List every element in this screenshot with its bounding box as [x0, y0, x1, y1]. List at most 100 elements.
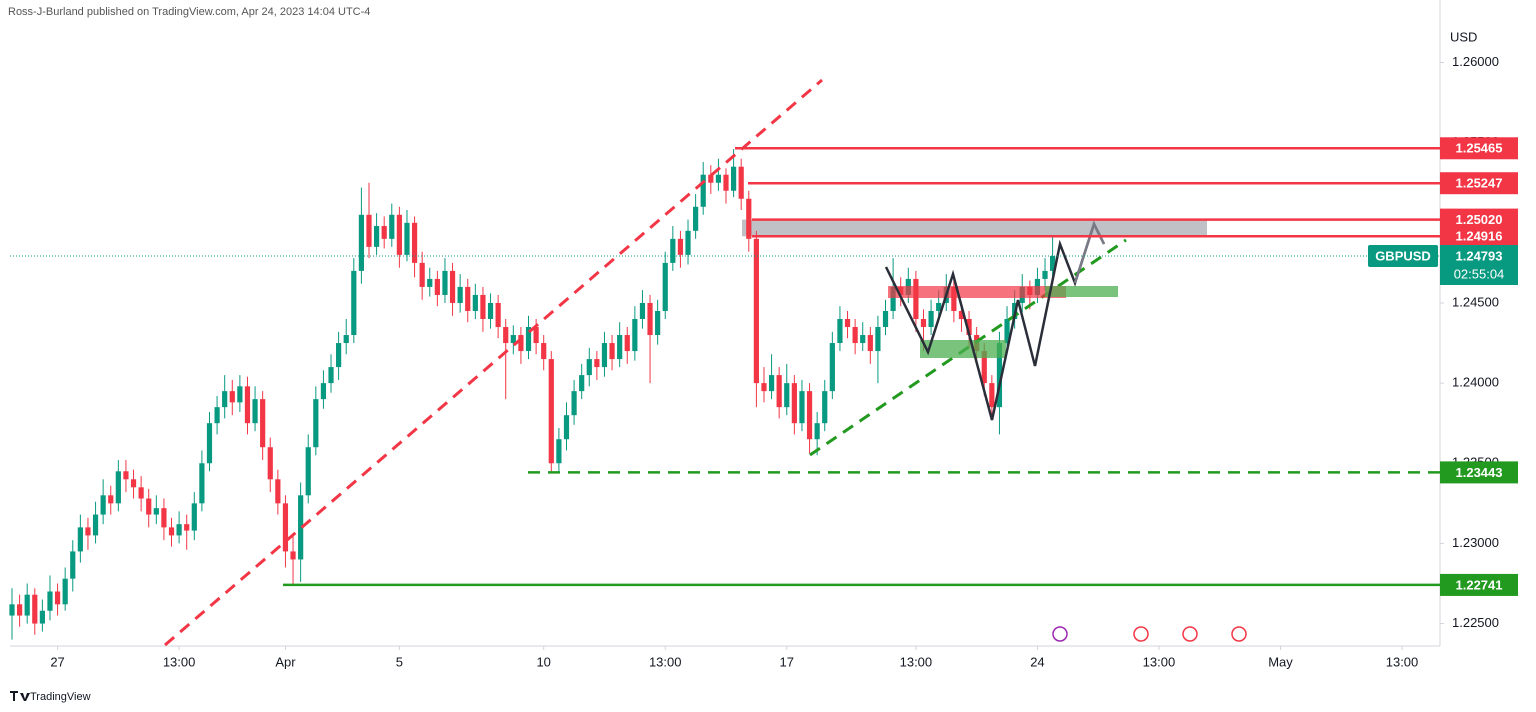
- candle-body: [138, 487, 144, 499]
- last-price-label: 1.24793: [1456, 248, 1503, 263]
- candle-body: [70, 551, 76, 579]
- level-label: 1.22741: [1456, 577, 1503, 592]
- level-tag: [1440, 573, 1518, 596]
- candle-body: [351, 270, 357, 336]
- candle-body: [875, 327, 881, 352]
- candle-body: [77, 527, 83, 552]
- candle-body: [39, 610, 45, 624]
- level-tag: [1440, 137, 1518, 160]
- candle-body: [768, 375, 775, 392]
- level-tag: [1440, 225, 1518, 248]
- level-tag: [1440, 172, 1518, 195]
- candle-body: [594, 359, 600, 368]
- candle-body: [533, 327, 539, 344]
- candle-body: [85, 527, 91, 536]
- candle-body: [411, 222, 418, 263]
- x-tick-label: 24: [1030, 654, 1044, 669]
- candle-body: [958, 310, 965, 319]
- candle-body: [639, 302, 646, 319]
- event-icon: [1182, 626, 1198, 642]
- candle-body: [518, 335, 524, 352]
- candle-body: [753, 238, 759, 384]
- candle-body: [837, 318, 843, 344]
- candle-body: [290, 551, 296, 560]
- candle-body: [700, 174, 706, 207]
- supply-zone: [888, 286, 1066, 298]
- candle-body: [806, 391, 813, 440]
- candle-body: [723, 174, 729, 191]
- level-tag: [1440, 208, 1518, 231]
- candle-body: [480, 294, 486, 319]
- candle-body: [951, 286, 957, 311]
- candle-body: [176, 524, 182, 536]
- candle-body: [100, 495, 106, 515]
- x-tick-label: 13:00: [1386, 654, 1419, 669]
- demand-zone: [1045, 286, 1118, 297]
- candle-body: [1042, 270, 1048, 279]
- x-tick-label: 13:00: [649, 654, 682, 669]
- footer: TradingView: [30, 691, 91, 703]
- x-tick-label: 13:00: [1143, 654, 1176, 669]
- candle-body: [844, 318, 851, 328]
- candle-body: [860, 335, 866, 344]
- candle-body: [457, 286, 463, 303]
- x-tick-label: 27: [50, 654, 64, 669]
- candle-body: [693, 206, 699, 231]
- candle-body: [222, 391, 228, 408]
- x-tick-label: 10: [536, 654, 550, 669]
- candle-body: [548, 359, 554, 464]
- y-tick-label: 1.24000: [1452, 375, 1499, 390]
- candle-body: [1004, 318, 1010, 344]
- candle-body: [168, 527, 175, 536]
- candle-body: [655, 310, 661, 336]
- x-tick-label: 13:00: [900, 654, 933, 669]
- candle-body: [381, 226, 387, 239]
- candle-body: [609, 343, 615, 360]
- candle-body: [260, 399, 266, 448]
- candle-body: [313, 399, 319, 448]
- candle-body: [601, 343, 608, 368]
- candle-body: [214, 407, 220, 424]
- level-label: 1.25247: [1456, 176, 1503, 191]
- price-tag: [1440, 244, 1518, 285]
- candle-body: [632, 318, 638, 352]
- candle-body: [16, 604, 23, 616]
- candle-body: [829, 343, 835, 392]
- candle-body: [890, 286, 896, 311]
- candle-body: [571, 391, 577, 416]
- candle-body: [495, 302, 501, 328]
- drawings: [164, 78, 1247, 647]
- resistance-zone: [742, 219, 1207, 237]
- candle-body: [624, 335, 630, 352]
- candle-body: [1050, 255, 1056, 271]
- candle-body: [336, 343, 342, 368]
- level-label: 1.25465: [1456, 141, 1503, 156]
- candle-body: [130, 479, 137, 488]
- candle-body: [617, 335, 623, 360]
- countdown-label: 02:55:04: [1454, 266, 1505, 281]
- candle-body: [328, 367, 334, 384]
- candle-body: [206, 423, 213, 464]
- candle-body: [966, 318, 972, 336]
- candle-body: [298, 495, 304, 560]
- logo: [10, 691, 30, 701]
- currency-label: USD: [1450, 29, 1477, 44]
- candle-body: [275, 479, 281, 504]
- candle-body: [442, 270, 448, 295]
- candle-body: [738, 166, 744, 199]
- candle-body: [229, 391, 235, 403]
- y-tick-label: 1.24500: [1452, 294, 1499, 309]
- candle-body: [92, 514, 99, 536]
- candle-body: [525, 327, 532, 352]
- candle-body: [199, 463, 205, 504]
- candle-body: [320, 383, 327, 400]
- candle-body: [244, 386, 251, 424]
- y-tick-label: 1.22500: [1452, 615, 1499, 630]
- candle-body: [715, 174, 722, 183]
- candle-body: [237, 386, 243, 403]
- candle-body: [981, 351, 987, 384]
- candle-body: [579, 375, 585, 392]
- candle-body: [510, 335, 516, 344]
- candle-body: [115, 471, 121, 504]
- candle-body: [882, 310, 889, 328]
